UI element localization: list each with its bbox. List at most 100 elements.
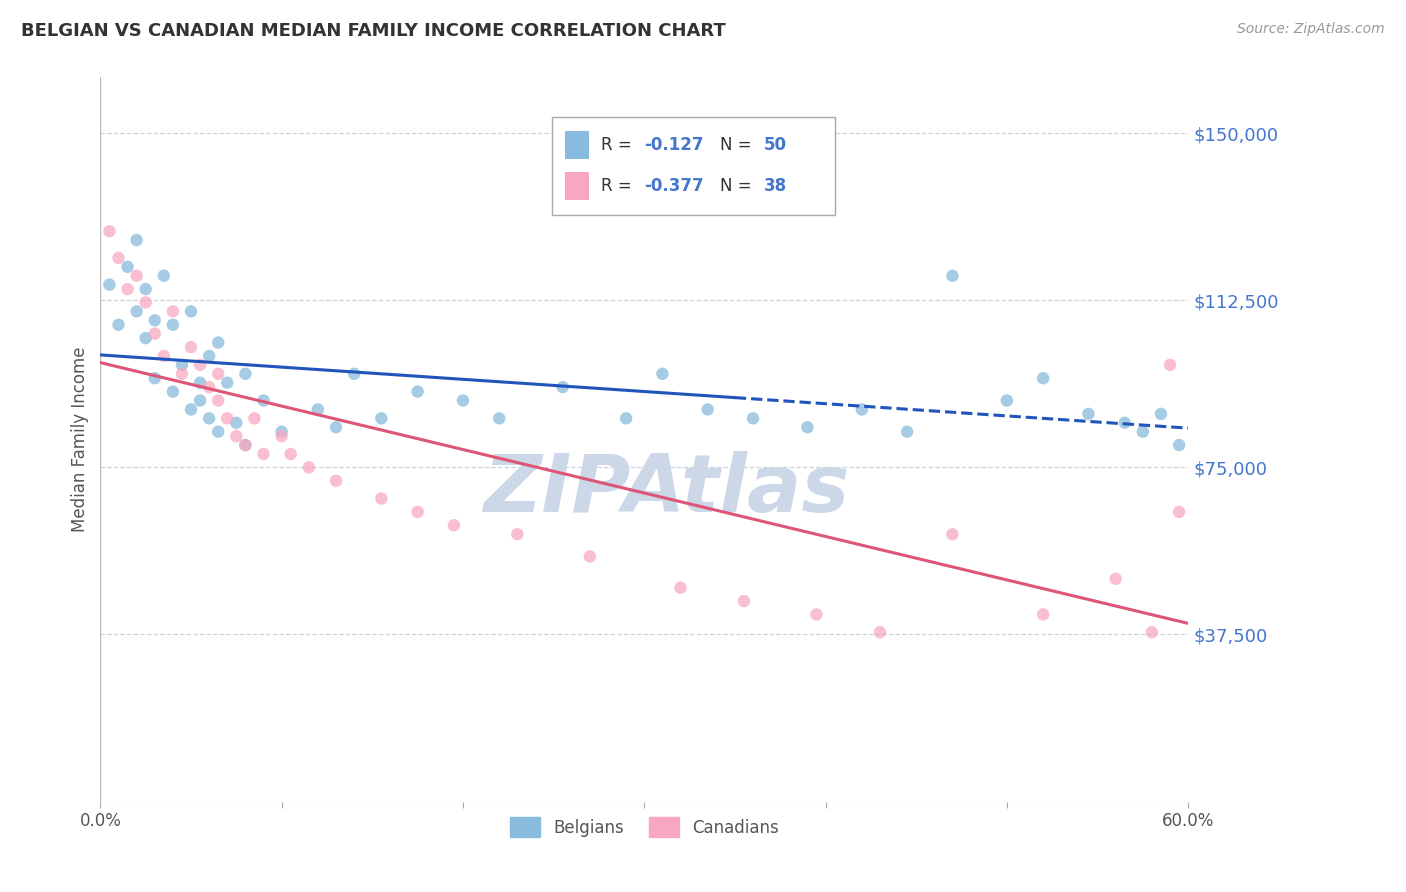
Point — [180, 340, 202, 354]
Point — [107, 251, 129, 265]
Point — [143, 371, 166, 385]
Point — [1140, 625, 1163, 640]
Point — [207, 367, 229, 381]
Point — [669, 581, 692, 595]
Point — [325, 474, 347, 488]
Point — [1168, 438, 1191, 452]
Point — [651, 367, 673, 381]
Point — [370, 491, 392, 506]
Point — [135, 282, 157, 296]
Text: BELGIAN VS CANADIAN MEDIAN FAMILY INCOME CORRELATION CHART: BELGIAN VS CANADIAN MEDIAN FAMILY INCOME… — [21, 22, 725, 40]
Point — [869, 625, 891, 640]
Point — [252, 393, 274, 408]
Point — [207, 335, 229, 350]
Point — [180, 402, 202, 417]
Point — [98, 277, 121, 292]
Legend: Belgians, Canadians: Belgians, Canadians — [503, 810, 786, 844]
Text: -0.127: -0.127 — [644, 136, 704, 153]
Point — [406, 505, 429, 519]
Point — [1168, 505, 1191, 519]
Point — [696, 402, 718, 417]
Point — [125, 268, 148, 283]
Point — [170, 367, 193, 381]
Point — [941, 527, 963, 541]
Point — [107, 318, 129, 332]
Point — [742, 411, 765, 425]
Point — [143, 326, 166, 341]
FancyBboxPatch shape — [565, 172, 589, 200]
Text: ZIPAtlas: ZIPAtlas — [482, 451, 849, 529]
Point — [551, 380, 574, 394]
Point — [451, 393, 474, 408]
Point — [1104, 572, 1126, 586]
Point — [188, 376, 211, 390]
Point — [162, 318, 184, 332]
Point — [851, 402, 873, 417]
Point — [235, 438, 257, 452]
Point — [406, 384, 429, 399]
Point — [1159, 358, 1181, 372]
Point — [1150, 407, 1173, 421]
Point — [117, 260, 139, 274]
Text: -0.377: -0.377 — [644, 177, 704, 195]
Point — [733, 594, 755, 608]
Text: 50: 50 — [763, 136, 787, 153]
Point — [1032, 371, 1054, 385]
Point — [941, 268, 963, 283]
Point — [370, 411, 392, 425]
Point — [343, 367, 366, 381]
Point — [207, 425, 229, 439]
Point — [488, 411, 510, 425]
Point — [235, 367, 257, 381]
Point — [280, 447, 302, 461]
Point — [298, 460, 321, 475]
Point — [896, 425, 918, 439]
FancyBboxPatch shape — [551, 117, 835, 215]
Point — [125, 233, 148, 247]
Point — [325, 420, 347, 434]
Point — [153, 349, 176, 363]
Point — [1132, 425, 1154, 439]
Point — [217, 376, 239, 390]
Text: N =: N = — [720, 136, 758, 153]
Point — [225, 429, 247, 443]
Point — [180, 304, 202, 318]
Point — [135, 331, 157, 345]
Text: Source: ZipAtlas.com: Source: ZipAtlas.com — [1237, 22, 1385, 37]
Point — [614, 411, 637, 425]
Point — [98, 224, 121, 238]
Y-axis label: Median Family Income: Median Family Income — [72, 347, 89, 533]
Point — [252, 447, 274, 461]
Point — [1032, 607, 1054, 622]
Point — [162, 384, 184, 399]
Point — [506, 527, 529, 541]
Point — [1077, 407, 1099, 421]
Point — [235, 438, 257, 452]
Point — [170, 358, 193, 372]
Point — [207, 393, 229, 408]
Point — [153, 268, 176, 283]
Text: N =: N = — [720, 177, 758, 195]
FancyBboxPatch shape — [565, 131, 589, 159]
Point — [135, 295, 157, 310]
Point — [198, 411, 221, 425]
Point — [443, 518, 465, 533]
Point — [307, 402, 329, 417]
Point — [806, 607, 828, 622]
Point — [995, 393, 1018, 408]
Point — [198, 380, 221, 394]
Point — [117, 282, 139, 296]
Point — [225, 416, 247, 430]
Point — [143, 313, 166, 327]
Point — [270, 429, 292, 443]
Point — [125, 304, 148, 318]
Point — [198, 349, 221, 363]
Point — [1114, 416, 1136, 430]
Point — [270, 425, 292, 439]
Point — [217, 411, 239, 425]
Point — [243, 411, 266, 425]
Text: R =: R = — [600, 136, 637, 153]
Point — [162, 304, 184, 318]
Point — [188, 393, 211, 408]
Point — [188, 358, 211, 372]
